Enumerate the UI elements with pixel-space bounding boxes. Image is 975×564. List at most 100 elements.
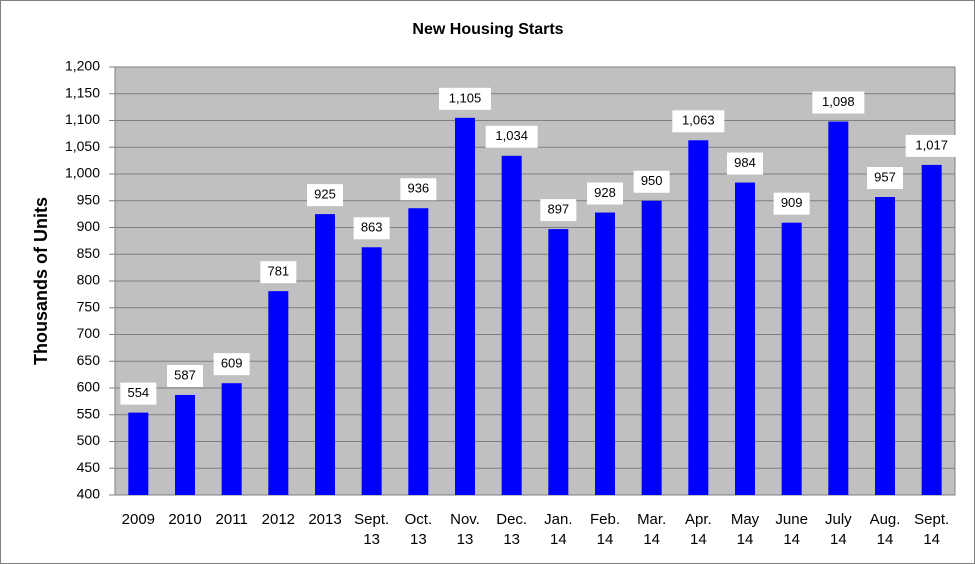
x-tick-label: Nov.: [450, 511, 480, 528]
value-label: 909: [781, 195, 803, 210]
value-label-box: [213, 353, 250, 376]
value-label: 950: [641, 173, 663, 188]
x-tick-label: 2011: [216, 511, 248, 528]
x-tick-label: 13: [457, 531, 474, 548]
bar: [688, 140, 709, 496]
bar: [128, 412, 149, 495]
bar: [501, 155, 522, 495]
value-label: 609: [221, 356, 243, 371]
y-tick-label: 400: [77, 486, 101, 502]
chart-title: New Housing Starts: [412, 21, 563, 38]
value-label: 984: [734, 155, 756, 170]
x-tick-label: 14: [877, 531, 894, 548]
value-label-box: [773, 192, 810, 215]
y-tick-label: 700: [77, 325, 101, 341]
x-tick-label: 14: [643, 531, 660, 548]
y-tick-label: 850: [77, 245, 101, 261]
value-label-box: [400, 178, 437, 201]
x-tick-label: 2009: [122, 511, 155, 528]
value-label-box: [727, 152, 763, 175]
bar: [921, 164, 942, 495]
y-tick-label: 600: [77, 379, 101, 395]
x-tick-label: 14: [737, 531, 754, 548]
value-label: 936: [407, 181, 429, 196]
y-tick-label: 1,000: [65, 165, 100, 181]
value-label: 925: [314, 187, 336, 202]
bar: [735, 182, 755, 495]
x-tick-label: Sept.: [914, 511, 949, 528]
x-tick-label: 13: [363, 531, 380, 548]
value-label-box: [540, 199, 577, 222]
bar: [548, 229, 569, 496]
bar: [828, 121, 849, 495]
bar: [221, 383, 242, 495]
x-tick-label: 14: [550, 531, 567, 548]
bar: [361, 247, 382, 495]
value-label: 1,063: [682, 113, 715, 128]
value-label: 1,105: [449, 90, 482, 105]
value-label: 897: [547, 202, 569, 217]
x-tick-label: Feb.: [590, 511, 620, 528]
y-axis-label: Thousands of Units: [31, 197, 51, 365]
x-tick-label: 13: [503, 531, 520, 548]
value-label: 587: [174, 367, 196, 382]
value-label-box: [439, 87, 491, 110]
bar: [408, 208, 429, 496]
x-tick-label: 14: [830, 531, 847, 548]
bar: [315, 214, 335, 495]
y-tick-label: 1,050: [65, 138, 100, 154]
y-tick-label: 950: [77, 191, 101, 207]
bar: [781, 222, 802, 495]
value-label-box: [867, 167, 903, 190]
x-tick-label: 14: [597, 531, 614, 548]
y-tick-label: 650: [77, 352, 101, 368]
value-label: 957: [874, 169, 896, 184]
x-tick-label: June: [775, 511, 808, 528]
x-tick-label: Mar.: [637, 511, 666, 528]
bar: [175, 394, 195, 495]
x-tick-label: May: [731, 511, 760, 528]
value-label-box: [812, 91, 865, 114]
y-tick-label: 900: [77, 218, 101, 234]
value-label-box: [307, 184, 343, 207]
y-tick-label: 500: [77, 432, 101, 448]
value-label-box: [485, 125, 538, 148]
value-label-box: [353, 217, 390, 240]
value-label: 554: [127, 385, 149, 400]
x-tick-label: 2010: [168, 511, 201, 528]
y-tick-label: 1,100: [65, 111, 100, 127]
x-tick-label: 14: [690, 531, 707, 548]
y-tick-label: 800: [77, 272, 101, 288]
bar: [875, 197, 895, 495]
y-tick-label: 1,200: [65, 58, 100, 74]
value-label: 1,034: [495, 128, 528, 143]
bar: [268, 291, 289, 495]
bar: [595, 212, 615, 495]
x-tick-label: Oct.: [405, 511, 433, 528]
x-tick-label: 2012: [262, 511, 295, 528]
value-label-box: [120, 382, 157, 405]
y-tick-label: 550: [77, 405, 101, 421]
y-tick-label: 750: [77, 298, 101, 314]
x-tick-label: July: [825, 511, 852, 528]
x-tick-label: 14: [923, 531, 940, 548]
x-tick-label: Aug.: [870, 511, 901, 528]
x-tick-label: 14: [783, 531, 800, 548]
bar: [641, 200, 662, 495]
y-tick-label: 450: [77, 459, 101, 475]
value-label: 863: [361, 220, 383, 235]
value-label-box: [260, 261, 297, 284]
bar: [455, 117, 475, 495]
value-label-box: [587, 182, 623, 205]
value-label-box: [672, 110, 725, 133]
value-label: 1,017: [915, 137, 948, 152]
y-tick-label: 1,150: [65, 84, 100, 100]
x-tick-label: Dec.: [496, 511, 527, 528]
value-label-box: [633, 170, 670, 193]
value-label: 1,098: [822, 94, 855, 109]
x-tick-label: 2013: [308, 511, 341, 528]
value-label-box: [905, 134, 958, 157]
x-tick-label: Apr.: [685, 511, 712, 528]
value-label: 781: [267, 264, 289, 279]
